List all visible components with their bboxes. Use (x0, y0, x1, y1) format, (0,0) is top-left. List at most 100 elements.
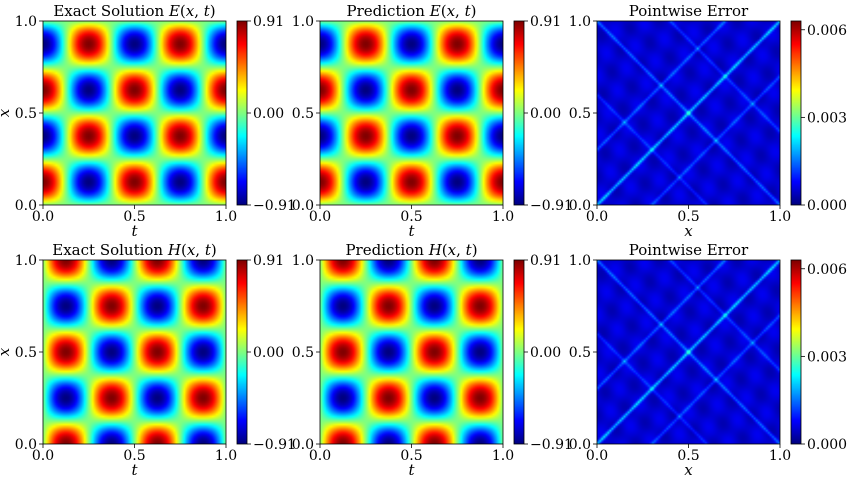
y-tick-label: 0.0 (15, 198, 37, 214)
title-part: t (465, 2, 472, 20)
colorbar-gradient (791, 21, 801, 205)
title-part: Pointwise Error (629, 241, 749, 259)
colorbar-tick-label: 0.91 (530, 14, 561, 30)
panel-1: Exact Solution E(x, t) 0.0 0.5 1.0 0.0 0.5 1.0… (0, 2, 296, 240)
y-tick-label: 0.5 (569, 345, 591, 361)
y-tick-label: 0.5 (292, 345, 314, 361)
colorbar-tick-label: 0.000 (807, 437, 847, 453)
colorbar-tick-label: 0.00 (253, 345, 284, 361)
colorbar-frame (790, 259, 802, 445)
colorbar-tick-label: 0.006 (807, 262, 847, 278)
heatmap-image (43, 260, 226, 444)
y-tick-label: 0.0 (292, 198, 314, 214)
x-tick-label: 1.0 (492, 448, 514, 464)
x-tick-label: 0.0 (586, 448, 608, 464)
title-part: x (187, 241, 196, 259)
title-part: Exact Solution (52, 241, 168, 259)
title-part: , (456, 241, 466, 259)
colorbar: 0.91 0.00 −0.91 (236, 253, 296, 453)
x-tick-label: 1.0 (215, 209, 237, 225)
title-part: Prediction (347, 2, 430, 20)
colorbar-gradient (237, 260, 247, 444)
x-tick-label: 0.0 (309, 209, 331, 225)
title-part: x (447, 2, 456, 20)
y-tick-label: 1.0 (15, 14, 37, 30)
title-part: ) (211, 241, 217, 259)
y-tick-label: 0.5 (292, 106, 314, 122)
title-part: t (204, 2, 211, 20)
x-tick-label: 0.5 (400, 448, 422, 464)
colorbar: 0.006 0.003 0.000 (790, 259, 847, 453)
panel-title: Prediction H(x, t) (345, 241, 477, 259)
title-part: Prediction (345, 241, 428, 259)
colorbar: 0.006 0.003 0.000 (790, 20, 847, 214)
y-tick-label: 0.0 (569, 437, 591, 453)
x-axis-label: t (131, 461, 138, 479)
heatmap-image (320, 21, 503, 205)
x-tick-label: 0.5 (123, 209, 145, 225)
panel-title: Exact Solution E(x, t) (53, 2, 215, 20)
colorbar-tick-label: 0.00 (530, 345, 561, 361)
x-tick-label: 0.0 (586, 209, 608, 225)
colorbar-tick-label: −0.91 (253, 198, 296, 214)
colorbar: 0.91 0.00 −0.91 (513, 14, 573, 214)
heatmap-image (320, 260, 503, 444)
title-part: ( (180, 2, 186, 20)
x-axis-label: x (684, 222, 693, 240)
colorbar-frame (790, 20, 802, 206)
title-part: , (194, 2, 204, 20)
title-part: H (428, 241, 443, 259)
colorbar-gradient (514, 260, 524, 444)
colorbar: 0.91 0.00 −0.91 (513, 253, 573, 453)
x-axis-label: t (131, 222, 138, 240)
x-tick-label: 0.0 (32, 209, 54, 225)
x-tick-label: 1.0 (769, 448, 791, 464)
title-part: t (466, 241, 473, 259)
panel-title: Pointwise Error (629, 241, 749, 259)
title-part: , (455, 2, 465, 20)
colorbar-gradient (237, 21, 247, 205)
colorbar-tick-label: 0.003 (807, 110, 847, 126)
x-tick-label: 1.0 (492, 209, 514, 225)
y-tick-label: 0.5 (15, 345, 37, 361)
colorbar-tick-label: −0.91 (530, 437, 573, 453)
title-part: ) (210, 2, 216, 20)
y-tick-label: 0.0 (15, 437, 37, 453)
colorbar-tick-label: 0.00 (530, 106, 561, 122)
y-tick-label: 1.0 (292, 14, 314, 30)
panel-title: Prediction E(x, t) (347, 2, 477, 20)
colorbar-gradient (791, 260, 801, 444)
colorbar-tick-label: 0.006 (807, 23, 847, 39)
y-tick-label: 0.5 (15, 106, 37, 122)
heatmap-image (43, 21, 226, 205)
title-part: ( (441, 2, 447, 20)
x-axis-label: t (408, 461, 415, 479)
colorbar-tick-label: −0.91 (253, 437, 296, 453)
title-part: H (167, 241, 182, 259)
panel-5: Prediction H(x, t) 0.0 0.5 1.0 0.0 0.5 1.0 t 0.9… (292, 241, 573, 479)
y-tick-label: 0.0 (292, 437, 314, 453)
colorbar-tick-label: 0.91 (253, 253, 284, 269)
title-part: ( (181, 241, 187, 259)
title-part: t (205, 241, 212, 259)
x-tick-label: 0.5 (123, 448, 145, 464)
panel-2: Prediction E(x, t) 0.0 0.5 1.0 0.0 0.5 1.0 t 0.9… (292, 2, 573, 240)
colorbar-tick-label: 0.91 (253, 14, 284, 30)
y-axis-label: x (0, 108, 13, 117)
y-tick-label: 1.0 (292, 253, 314, 269)
x-axis-label: t (408, 222, 415, 240)
title-part: , (195, 241, 205, 259)
title-part: x (448, 241, 457, 259)
colorbar-tick-label: 0.91 (530, 253, 561, 269)
panel-title: Exact Solution H(x, t) (52, 241, 216, 259)
heatmap-image (597, 260, 780, 444)
x-tick-label: 1.0 (215, 448, 237, 464)
y-tick-label: 0.0 (569, 198, 591, 214)
x-tick-label: 0.0 (32, 448, 54, 464)
x-tick-label: 0.5 (400, 209, 422, 225)
colorbar-tick-label: 0.00 (253, 106, 284, 122)
